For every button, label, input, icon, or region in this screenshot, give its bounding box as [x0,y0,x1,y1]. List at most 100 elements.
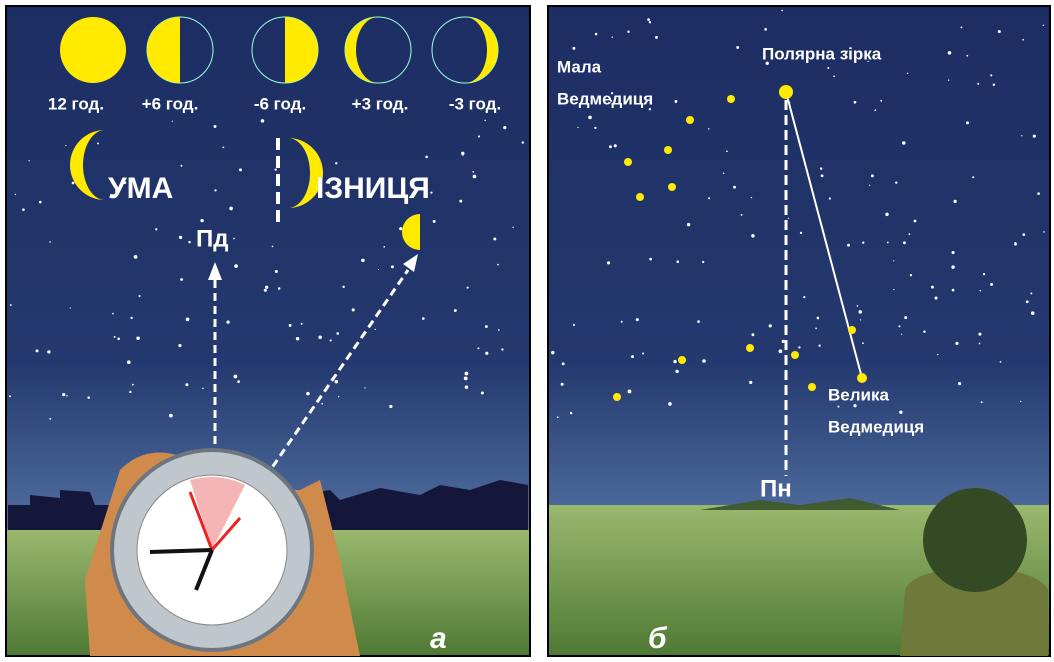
phase-label: -3 год. [449,94,501,113]
star [1030,292,1033,295]
star [937,353,939,356]
star [560,382,564,386]
star [768,324,772,328]
star [9,304,12,306]
star [14,193,17,196]
star [115,189,119,194]
star [931,285,934,289]
moon-full [60,17,126,83]
star [113,335,116,338]
star [686,222,691,227]
star [837,405,840,408]
star [131,383,134,386]
star [459,199,463,203]
moon [402,214,420,250]
star [803,296,806,299]
star [263,288,267,292]
star [277,287,281,290]
star [675,369,679,374]
star [764,28,767,31]
star [22,208,25,211]
star [234,264,238,268]
star [749,380,753,384]
star [858,310,862,314]
star [827,67,830,70]
star [188,240,191,244]
phase-label: 12 год. [48,94,104,113]
star [893,288,895,291]
star [979,289,982,292]
star [642,352,645,355]
star [899,410,903,414]
star [908,233,911,236]
star [982,272,986,276]
star [668,402,672,406]
star [609,145,612,149]
star [112,312,114,315]
star [1022,233,1026,236]
star [648,20,652,24]
star [951,265,955,269]
moon-half [285,17,318,83]
star [751,234,755,238]
star [497,263,499,266]
star [47,350,51,354]
star [155,228,158,231]
star [274,269,278,273]
star [867,60,869,63]
star [222,146,225,149]
constellation-label: Мала [557,57,602,76]
star [493,237,497,241]
star [577,126,579,129]
star [364,387,366,389]
star [334,379,339,384]
star [1037,192,1040,195]
star [229,206,233,211]
star [880,99,883,102]
star [265,285,269,289]
star [953,199,957,204]
star [306,391,310,396]
star [674,100,678,103]
star [430,191,433,194]
star [97,142,99,145]
star [923,330,926,333]
star [947,79,950,81]
star [870,174,874,178]
star [214,244,216,246]
star [765,61,769,65]
star [1019,400,1022,403]
star [300,322,303,325]
star [647,18,650,21]
star [649,257,652,261]
star [594,32,598,36]
star [799,231,803,235]
star [233,237,235,240]
star [361,258,365,263]
star [477,347,480,350]
direction: Пн [760,475,792,502]
star [484,325,488,328]
star [130,316,133,320]
star [1030,311,1035,315]
star [726,150,728,153]
star [951,250,955,255]
star [185,383,189,387]
star [425,155,428,159]
star [66,394,68,397]
star [1022,38,1024,41]
star [960,26,963,29]
star [997,30,1001,34]
star [781,339,785,343]
star [171,120,173,122]
star [885,212,889,217]
star [200,218,204,223]
left-panel: 12 год. +6 год. -6 год. +3 год. -3 год. … [5,5,531,657]
star [239,168,242,172]
star [260,119,265,123]
star [856,305,859,307]
star [853,404,857,408]
star [377,268,380,271]
star [980,401,983,404]
star [846,50,848,52]
